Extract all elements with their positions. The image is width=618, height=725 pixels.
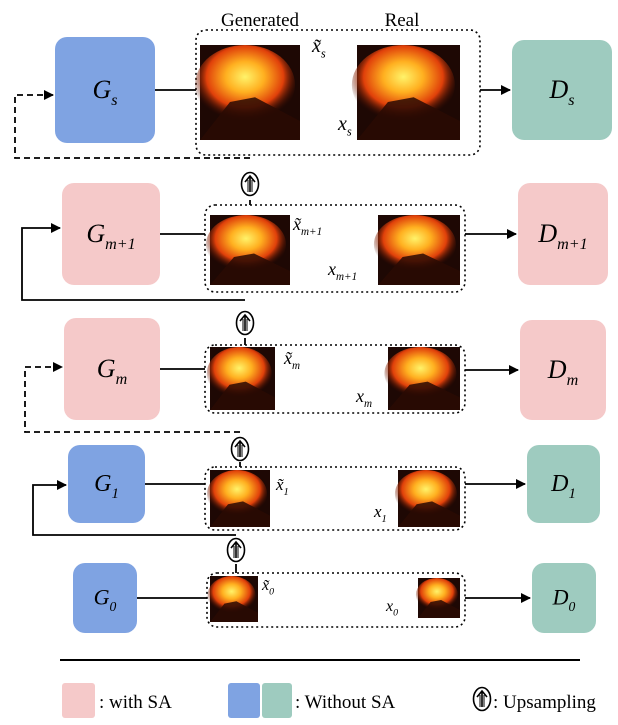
generated-header: Generated (221, 10, 300, 31)
legend-teal (262, 683, 292, 718)
discriminator-box (518, 183, 608, 285)
generator-label-symbol: G (94, 471, 111, 497)
real-label-subscript: 0 (393, 607, 398, 618)
real-label-subscript: 1 (382, 514, 387, 525)
discriminator-label-subscript: s (568, 92, 574, 109)
discriminator-label-symbol: D (548, 75, 568, 104)
generator-box (62, 183, 160, 285)
generated-label-subscript: s (321, 47, 326, 61)
generator-label-symbol: G (86, 219, 105, 248)
generator-label-subscript: 0 (110, 599, 117, 614)
generator-label-subscript: 1 (111, 486, 118, 502)
discriminator-label-subscript: 1 (568, 486, 575, 502)
legend-without-sa: : Without SA (295, 692, 396, 713)
generator-label-subscript: m+1 (105, 236, 136, 253)
generator-label-symbol: G (97, 354, 116, 383)
real-label-subscript: m (364, 398, 372, 410)
diagram: Generated Real : with SA : Without SA : … (0, 0, 618, 720)
discriminator-label-subscript: m+1 (557, 236, 588, 253)
discriminator-label-symbol: D (550, 471, 568, 497)
discriminator-label-symbol: D (552, 585, 569, 610)
generated-label-subscript: m (292, 360, 300, 372)
discriminator-label-subscript: m (567, 372, 579, 389)
real-label-symbol: x (337, 113, 347, 135)
generated-label-subscript: 0 (269, 586, 274, 597)
generator-label-symbol: G (94, 585, 110, 610)
generated-label-symbol: x̃ (311, 35, 321, 57)
generator-label-subscript: m (116, 371, 128, 388)
page: {"header":{"generated":"Generated","real… (0, 0, 618, 720)
legend-upsampling-icon (474, 688, 491, 711)
discriminator-label-symbol: D (537, 219, 557, 248)
generator-label-subscript: s (111, 92, 117, 109)
real-label-subscript: s (347, 125, 352, 139)
legend-blue (228, 683, 260, 718)
generator-label-symbol: G (92, 75, 111, 104)
real-label-subscript: m+1 (336, 271, 357, 283)
legend-pink (62, 683, 95, 718)
real-label-symbol: x (385, 598, 393, 615)
real-label-symbol: x (355, 386, 364, 406)
real-label-symbol: x (327, 259, 336, 279)
real-header: Real (385, 10, 420, 31)
legend-upsampling: : Upsampling (493, 692, 596, 713)
discriminator-label-subscript: 0 (569, 599, 576, 614)
generated-label-subscript: m+1 (301, 226, 322, 238)
legend-with-sa: : with SA (99, 692, 172, 713)
discriminator-label-symbol: D (547, 355, 567, 384)
generated-label-subscript: 1 (284, 487, 289, 498)
